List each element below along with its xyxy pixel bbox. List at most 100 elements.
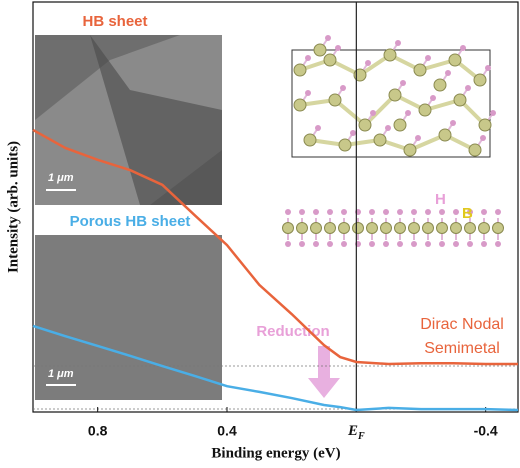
atom-b <box>352 222 364 234</box>
atom-b <box>478 118 492 132</box>
plot-frame <box>32 1 519 413</box>
atom-label: H <box>435 191 446 208</box>
atom-b <box>353 68 367 82</box>
atom-h <box>425 209 431 215</box>
atom-h <box>299 209 305 215</box>
atom-b <box>282 222 294 234</box>
atom-b <box>433 78 447 92</box>
x-tick-label: EF <box>347 423 365 442</box>
atom-h <box>467 241 473 247</box>
atom-b <box>393 118 407 132</box>
atom-h <box>450 120 456 126</box>
atom-h <box>397 241 403 247</box>
atom-h <box>411 209 417 215</box>
atom-h <box>425 241 431 247</box>
x-tick-label: 0.8 <box>88 423 108 439</box>
atom-b <box>408 222 420 234</box>
atom-h <box>313 241 319 247</box>
atom-b <box>436 222 448 234</box>
atom-h <box>340 85 346 91</box>
atom-b <box>380 222 392 234</box>
atom-h <box>439 209 445 215</box>
atom-b <box>328 93 342 107</box>
atom-b <box>422 222 434 234</box>
atom-h <box>465 85 471 91</box>
atom-h <box>385 125 391 131</box>
x-axis-label: Binding energy (eV) <box>211 445 340 461</box>
atom-h <box>411 241 417 247</box>
atom-b <box>453 93 467 107</box>
atom-h <box>405 110 411 116</box>
bond <box>333 98 367 127</box>
x-tick-label: 0.4 <box>217 423 237 439</box>
line <box>32 324 519 412</box>
annotation: Dirac Nodal <box>420 316 504 333</box>
atom-h <box>327 241 333 247</box>
atom-h <box>480 135 486 141</box>
atom-b <box>293 98 307 112</box>
y-axis-label: Intensity (arb. units) <box>5 141 21 273</box>
atom-h <box>383 209 389 215</box>
atom-b <box>323 53 337 67</box>
atom-b <box>413 63 427 77</box>
line <box>32 128 518 366</box>
atom-label: B <box>462 205 473 222</box>
sem-image <box>35 235 222 400</box>
atom-b <box>338 138 352 152</box>
atom-h <box>305 90 311 96</box>
atom-b <box>403 143 417 157</box>
insets <box>35 35 504 400</box>
atom-h <box>467 209 473 215</box>
atom-h <box>325 35 331 41</box>
atom-b <box>366 222 378 234</box>
atom-h <box>285 241 291 247</box>
atom-b <box>448 53 462 67</box>
atom-b <box>473 73 487 87</box>
atom-h <box>341 209 347 215</box>
sem-texture <box>90 35 222 205</box>
atom-h <box>445 70 451 76</box>
atom-h <box>495 209 501 215</box>
atom-h <box>415 135 421 141</box>
atom-b <box>338 222 350 234</box>
atom-b <box>310 222 322 234</box>
atom-h <box>315 125 321 131</box>
atom-b <box>478 222 490 234</box>
atom-h <box>400 80 406 86</box>
bond <box>363 93 397 127</box>
atom-h <box>395 40 401 46</box>
atom-b <box>464 222 476 234</box>
atom-h <box>341 241 347 247</box>
atom-b <box>418 103 432 117</box>
arrow <box>308 346 340 398</box>
legend-label: Porous HB sheet <box>70 213 191 230</box>
atom-b <box>324 222 336 234</box>
atom-h <box>425 55 431 61</box>
atom-b <box>492 222 504 234</box>
atom-h <box>453 209 459 215</box>
atom-h <box>285 209 291 215</box>
atom-h <box>460 45 466 51</box>
atom-h <box>485 65 491 71</box>
atom-h <box>383 241 389 247</box>
atom-h <box>439 241 445 247</box>
atom-h <box>490 110 496 116</box>
scale-bar-label: 1 μm <box>48 368 74 380</box>
atom-h <box>453 241 459 247</box>
x-tick-label: -0.4 <box>474 423 498 439</box>
atom-b <box>296 222 308 234</box>
atom-h <box>481 209 487 215</box>
atom-h <box>305 55 311 61</box>
atom-b <box>303 133 317 147</box>
legend-label: HB sheet <box>82 13 147 30</box>
atom-b <box>293 63 307 77</box>
atom-b <box>468 143 482 157</box>
atom-b <box>313 43 327 57</box>
atom-h <box>299 241 305 247</box>
atom-h <box>313 209 319 215</box>
annotation: Reduction <box>256 323 329 340</box>
atom-h <box>327 209 333 215</box>
atom-h <box>350 130 356 136</box>
